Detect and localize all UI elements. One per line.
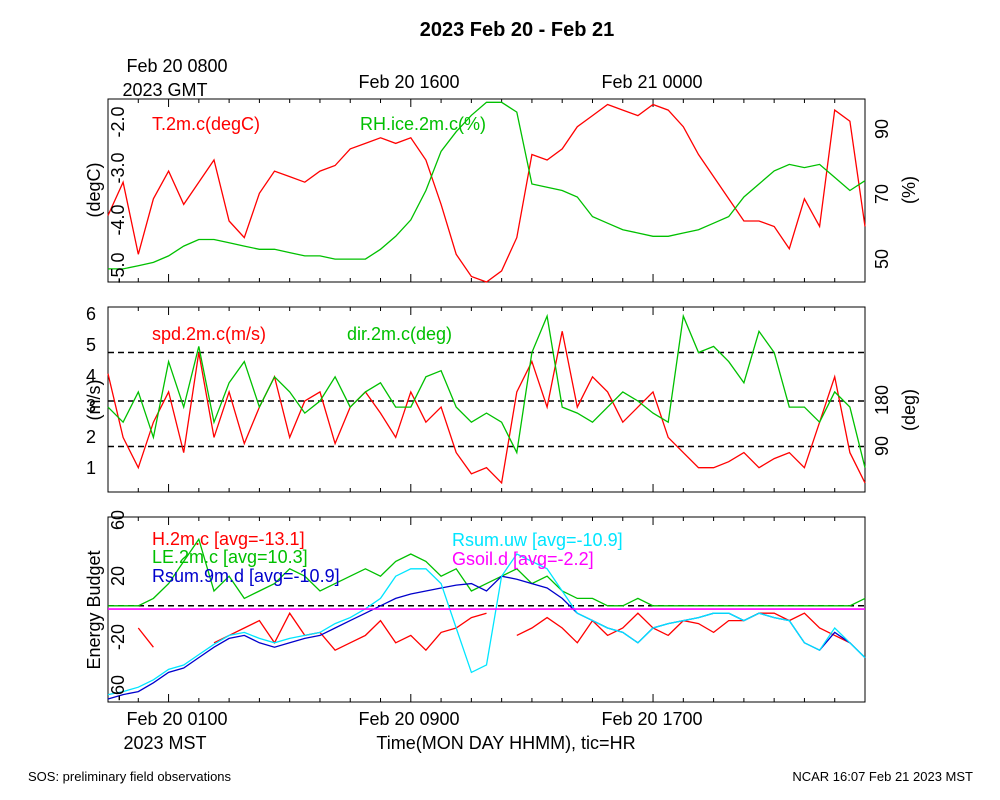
top-axis-label-0: Feb 20 0800 <box>126 56 227 76</box>
panel-1-left-tick-3: -5.0 <box>108 252 128 283</box>
panel-1-left-tick-0: -2.0 <box>108 106 128 137</box>
bottom-axis-label-0: Feb 20 0100 <box>126 709 227 729</box>
x-axis-title: Time(MON DAY HHMM), tic=HR <box>376 733 635 753</box>
panel-3-left-tick-0: 60 <box>108 510 128 530</box>
legend-speed: spd.2m.c(m/s) <box>152 324 266 344</box>
legend-temperature: T.2m.c(degC) <box>152 114 260 134</box>
panel-3-left-tick-3: -60 <box>108 675 128 701</box>
panel-2-left-tick-5: 6 <box>86 304 96 324</box>
top-axis-sublabel: 2023 GMT <box>122 80 207 100</box>
legend-sensible-heat: H.2m.c [avg=-13.1] <box>152 529 305 549</box>
panel-2-right-tick-1: 180 <box>872 385 892 415</box>
tick-layer <box>107 99 866 702</box>
bottom-axis-label-2: Feb 20 1700 <box>601 709 702 729</box>
panel-3-left-ylabel: Energy Budget <box>84 550 104 669</box>
series-line-2-3 <box>107 553 866 696</box>
panel-2-left-tick-0: 1 <box>86 458 96 478</box>
figure-title: 2023 Feb 20 - Feb 21 <box>420 19 615 41</box>
bottom-axis-sublabel: 2023 MST <box>123 733 206 753</box>
series-line-2-1 <box>108 537 866 607</box>
top-axis-label-1: Feb 20 1600 <box>358 72 459 92</box>
panel-1-right-ylabel: (%) <box>899 176 919 204</box>
panel-1-left-ylabel: (degC) <box>84 162 104 217</box>
top-axis-labels: Feb 20 0800 Feb 20 1600 Feb 21 0000 2023… <box>122 56 702 100</box>
panel-2-right-tick-0: 90 <box>872 436 892 456</box>
panel-2-right-ylabel: (deg) <box>899 389 919 431</box>
panel-2-left-tick-3: 4 <box>86 366 96 386</box>
panel-1-left-tick-2: -4.0 <box>108 204 128 235</box>
legend-latent-heat: LE.2m.c [avg=10.3] <box>152 547 308 567</box>
panel-3-left-tick-1: 20 <box>108 566 128 586</box>
panel-1-right-tick-1: 70 <box>872 184 892 204</box>
series-line-0-0 <box>107 103 866 283</box>
series-line-2-2 <box>107 575 866 700</box>
series-line-1-1 <box>107 313 866 468</box>
panel-2-left-tick-1: 2 <box>86 427 96 447</box>
top-axis-label-2: Feb 21 0000 <box>601 72 702 92</box>
legend-rsum-9m: Rsum.9m.d [avg=-10.9] <box>152 566 340 586</box>
legend-gsoil: Gsoil.d [avg=-2.2] <box>452 549 594 569</box>
panel-1-right-tick-0: 90 <box>872 119 892 139</box>
series-line-1-0 <box>107 331 866 485</box>
panel-2-left-tick-2: 3 <box>86 396 96 416</box>
series-line-0-1 <box>108 101 866 270</box>
footer-right: NCAR 16:07 Feb 21 2023 MST <box>792 769 973 784</box>
panel-3-left-tick-2: -20 <box>108 624 128 650</box>
legend-rh-ice: RH.ice.2m.c(%) <box>360 114 486 134</box>
panel-1-right-tick-2: 50 <box>872 249 892 269</box>
panel-2-left-tick-4: 5 <box>86 335 96 355</box>
footer-left: SOS: preliminary field observations <box>28 769 232 784</box>
panel-2-left-ylabel: (m/s) <box>84 380 104 421</box>
panel-1-left-tick-1: -3.0 <box>108 152 128 183</box>
panel-2-frame <box>107 306 866 493</box>
legend-direction: dir.2m.c(deg) <box>347 324 452 344</box>
legend-rsum-uw: Rsum.uw [avg=-10.9] <box>452 530 623 550</box>
series-lines <box>107 101 866 700</box>
bottom-axis-label-1: Feb 20 0900 <box>358 709 459 729</box>
